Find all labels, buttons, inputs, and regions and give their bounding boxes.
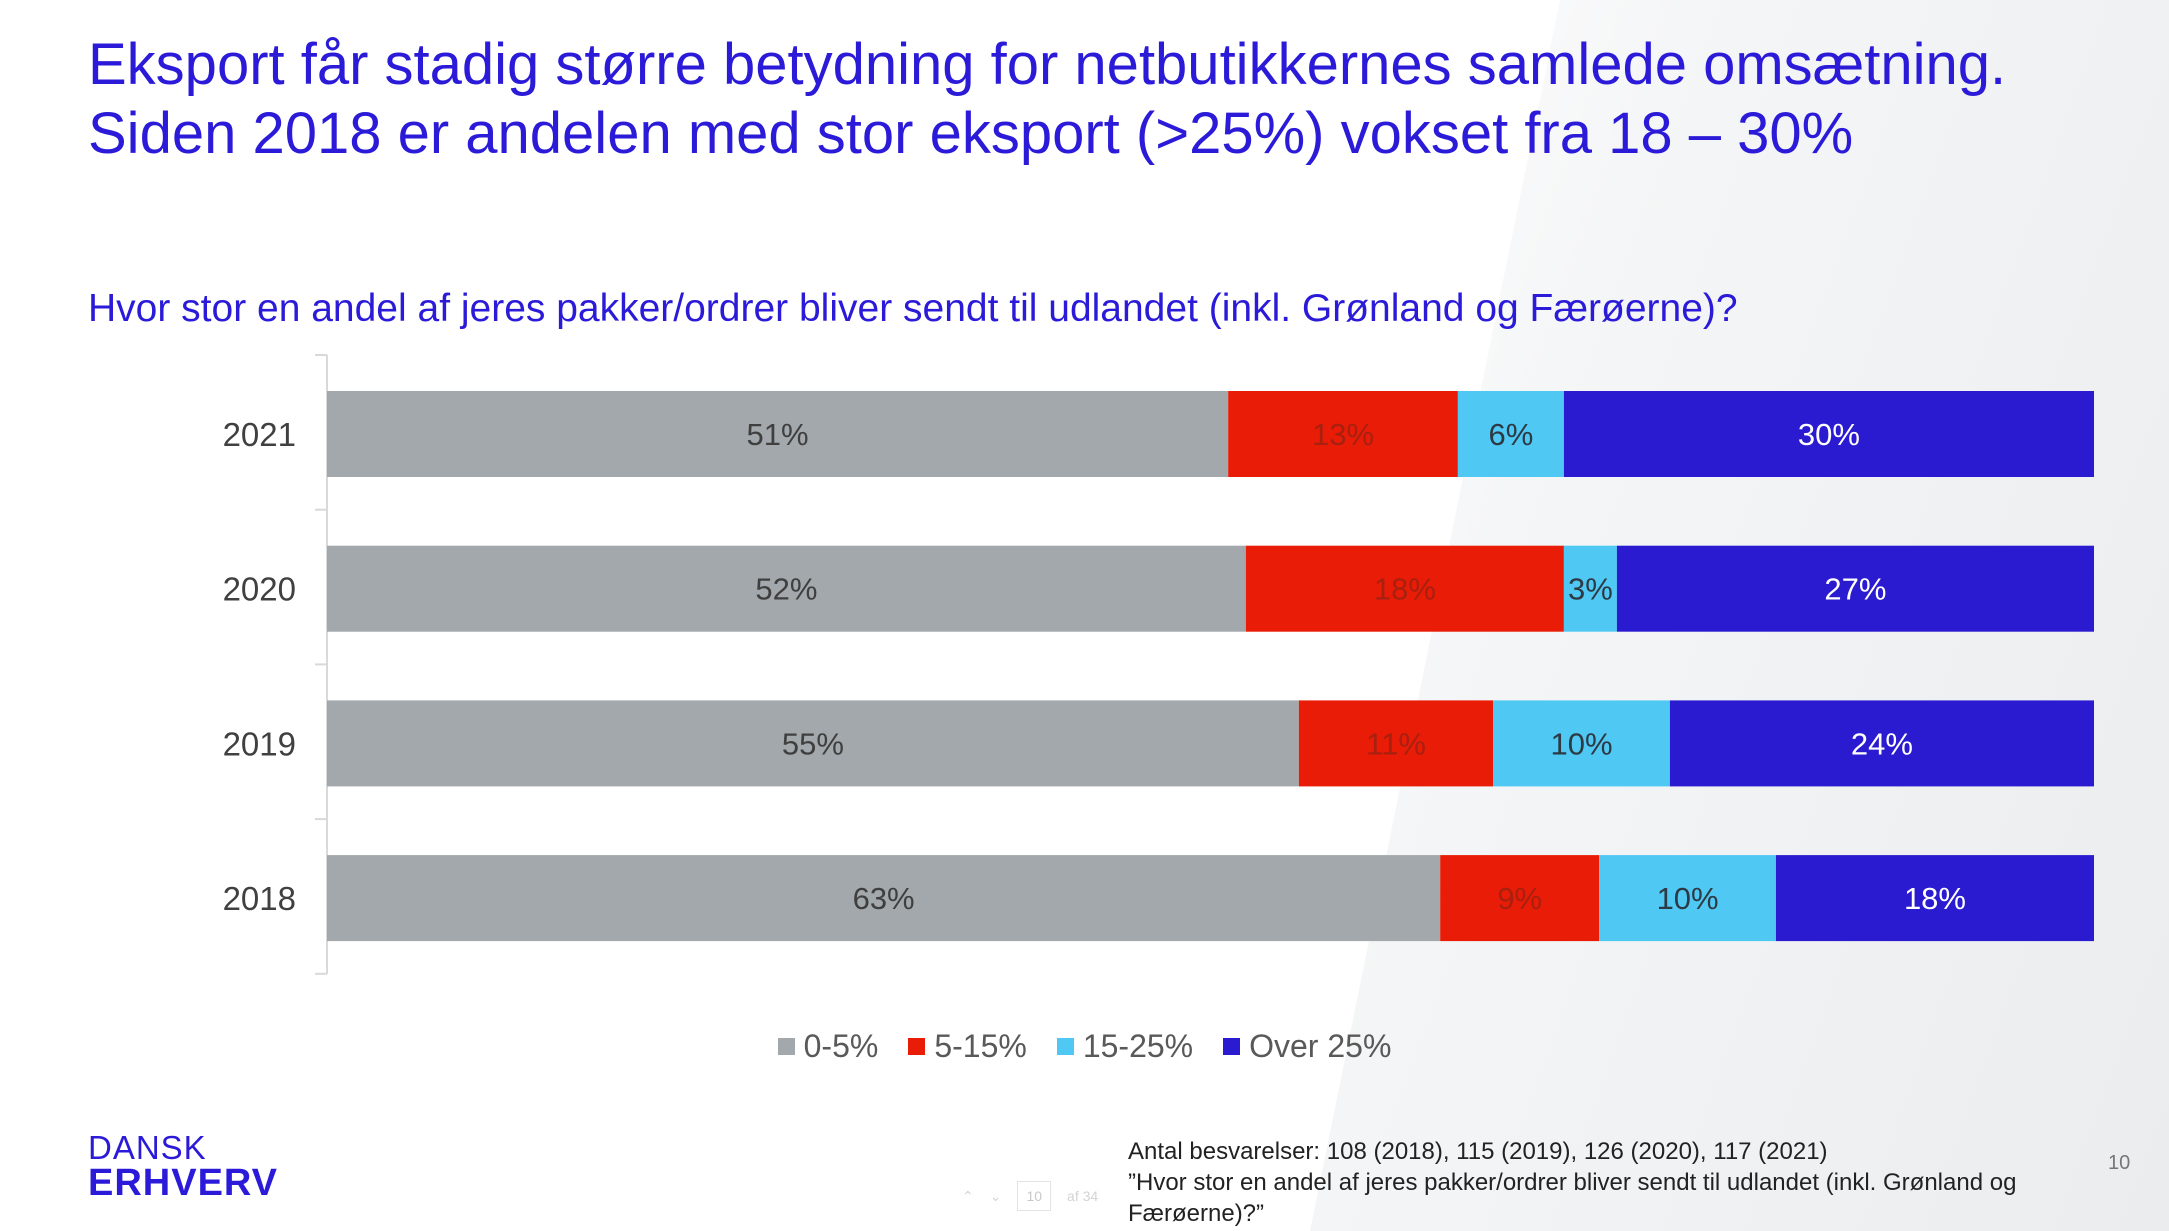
data-label-2019-4: 24% — [1851, 726, 1913, 761]
legend-swatch — [908, 1037, 926, 1055]
data-label-2018-1: 63% — [853, 881, 915, 916]
legend-label: 0-5% — [803, 1027, 879, 1064]
bar-segment-2021-1 — [327, 391, 1229, 477]
bar-segment-2019-2 — [1298, 700, 1494, 787]
legend-label: 15-25% — [1082, 1027, 1194, 1064]
data-label-2019-3: 10% — [1551, 726, 1613, 761]
bar-segment-2018-2 — [1440, 855, 1600, 942]
footnote-question: ”Hvor stor en andel af jeres pakker/ordr… — [1128, 1169, 2017, 1227]
footnote: Antal besvarelser: 108 (2018), 115 (2019… — [1128, 1136, 2108, 1229]
bar-segment-2020-4 — [1616, 545, 2094, 632]
page-number: 10 — [2108, 1152, 2131, 1174]
data-label-2021-2: 13% — [1312, 417, 1374, 452]
data-label-2021-3: 6% — [1488, 417, 1533, 452]
category-label-2020: 2020 — [223, 571, 296, 608]
bar-segment-2020-1 — [327, 545, 1246, 632]
data-label-2020-3: 3% — [1568, 572, 1613, 607]
bar-segment-2019-3 — [1493, 700, 1670, 787]
bar-segment-2020-3 — [1563, 545, 1617, 632]
chevron-up-icon[interactable]: ⌃ — [962, 1187, 974, 1204]
logo-line-2: ERHVERV — [88, 1162, 279, 1204]
bar-segment-2021-2 — [1228, 391, 1458, 477]
data-label-2021-4: 30% — [1798, 417, 1860, 452]
logo-line-1: DANSK — [88, 1129, 207, 1166]
legend-swatch — [1223, 1037, 1241, 1055]
bar-segment-2018-3 — [1599, 855, 1776, 942]
legend-swatch — [1056, 1037, 1074, 1055]
data-label-2019-1: 55% — [782, 726, 844, 761]
bar-segment-2018-4 — [1775, 855, 2094, 942]
bar-segment-2021-4 — [1563, 391, 2094, 477]
data-label-2018-4: 18% — [1904, 881, 1966, 916]
bar-segment-2020-2 — [1245, 545, 1564, 632]
legend-item-3: 15-25% — [1056, 1027, 1194, 1065]
pager-page-input[interactable]: 10 — [1017, 1181, 1052, 1211]
bar-segment-2019-4 — [1669, 700, 2094, 787]
chevron-down-icon[interactable]: ⌄ — [989, 1187, 1002, 1204]
data-label-2018-2: 9% — [1497, 881, 1542, 916]
category-label-2021: 2021 — [223, 416, 296, 453]
dansk-erhverv-logo: DANSK ERHVERV — [88, 1129, 279, 1204]
data-label-2020-1: 52% — [755, 572, 817, 607]
stacked-bar-chart: 2021 51% 13% 6% 30% 2020 52% 18% 3% 27% 2019 55% 11%… — [223, 354, 2094, 975]
chart-subtitle: Hvor stor en andel af jeres pakker/ordre… — [88, 287, 1738, 330]
legend-label: 5-15% — [934, 1027, 1027, 1064]
slide-pager: ⌃ ⌄ 10 af 34 — [962, 1180, 1098, 1212]
data-label-2020-2: 18% — [1374, 572, 1436, 607]
data-label-2021-1: 51% — [747, 417, 809, 452]
legend-swatch — [777, 1037, 795, 1055]
category-label-2018: 2018 — [223, 880, 296, 917]
legend-item-2: 5-15% — [908, 1028, 1027, 1065]
page-title: Eksport får stadig større betydning for … — [88, 32, 2007, 166]
chart-legend: 0-5% 5-15% 15-25% Over 25% — [0, 1026, 2169, 1066]
legend-item-4: Over 25% — [1223, 1028, 1391, 1065]
bar-segment-2018-1 — [327, 855, 1441, 942]
bar-segment-2019-1 — [327, 700, 1299, 787]
bar-segment-2021-3 — [1457, 391, 1564, 477]
legend-item-1: 0-5% — [777, 1027, 879, 1065]
data-label-2018-3: 10% — [1657, 881, 1719, 916]
legend-label: Over 25% — [1249, 1027, 1392, 1064]
category-label-2019: 2019 — [223, 725, 296, 762]
data-label-2020-4: 27% — [1824, 572, 1886, 607]
pager-total: af 34 — [1067, 1188, 1099, 1204]
footnote-responses: Antal besvarelser: 108 (2018), 115 (2019… — [1128, 1138, 1828, 1165]
data-label-2019-2: 11% — [1366, 726, 1426, 761]
